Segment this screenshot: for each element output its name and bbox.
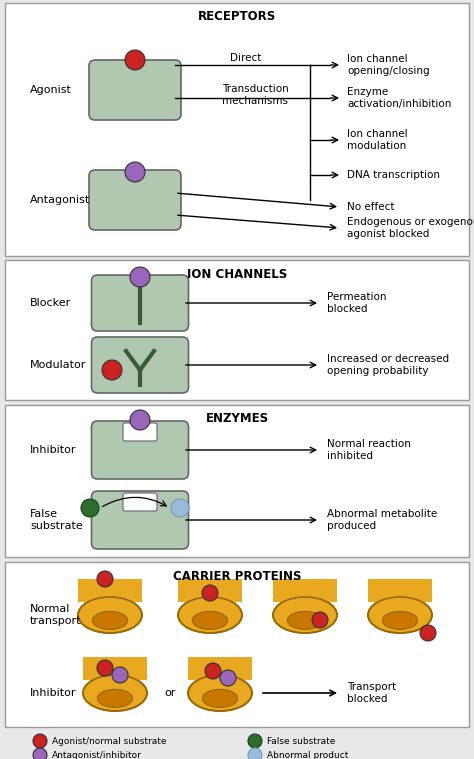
FancyBboxPatch shape bbox=[91, 421, 189, 479]
Text: Antagonist/inhibitor: Antagonist/inhibitor bbox=[52, 751, 142, 759]
Ellipse shape bbox=[273, 597, 337, 633]
Circle shape bbox=[130, 410, 150, 430]
Circle shape bbox=[125, 162, 145, 182]
Text: ENZYMES: ENZYMES bbox=[205, 412, 269, 426]
FancyBboxPatch shape bbox=[123, 493, 157, 511]
FancyBboxPatch shape bbox=[123, 423, 157, 441]
Ellipse shape bbox=[287, 612, 323, 629]
Text: Normal reaction
inhibited: Normal reaction inhibited bbox=[327, 439, 411, 461]
Circle shape bbox=[97, 571, 113, 587]
Text: Abnormal metabolite
produced: Abnormal metabolite produced bbox=[327, 509, 437, 531]
Circle shape bbox=[248, 748, 262, 759]
Bar bbox=[5, 3, 469, 256]
Text: False substrate: False substrate bbox=[267, 736, 336, 745]
FancyBboxPatch shape bbox=[91, 337, 189, 393]
Text: Transport
blocked: Transport blocked bbox=[347, 682, 396, 704]
Text: DNA transcription: DNA transcription bbox=[347, 170, 440, 180]
Text: Ion channel
opening/closing: Ion channel opening/closing bbox=[347, 54, 429, 76]
Bar bbox=[83, 657, 147, 680]
Text: Normal
transport: Normal transport bbox=[30, 604, 82, 626]
Circle shape bbox=[33, 734, 47, 748]
Text: RECEPTORS: RECEPTORS bbox=[198, 11, 276, 24]
Circle shape bbox=[125, 50, 145, 70]
Text: Agonist/normal substrate: Agonist/normal substrate bbox=[52, 736, 166, 745]
Ellipse shape bbox=[383, 612, 418, 629]
Circle shape bbox=[102, 360, 122, 380]
Text: or: or bbox=[164, 688, 176, 698]
Bar bbox=[273, 579, 337, 603]
Circle shape bbox=[202, 585, 218, 601]
Circle shape bbox=[248, 734, 262, 748]
Circle shape bbox=[112, 667, 128, 683]
Circle shape bbox=[171, 499, 189, 517]
Ellipse shape bbox=[83, 675, 147, 711]
Ellipse shape bbox=[202, 689, 237, 707]
Text: Direct: Direct bbox=[230, 53, 261, 63]
Circle shape bbox=[312, 612, 328, 628]
Text: False
substrate: False substrate bbox=[30, 509, 83, 531]
Bar bbox=[5, 405, 469, 557]
Bar bbox=[5, 260, 469, 400]
Text: Increased or decreased
opening probability: Increased or decreased opening probabili… bbox=[327, 354, 449, 376]
Text: Agonist: Agonist bbox=[30, 85, 72, 95]
Ellipse shape bbox=[368, 597, 432, 633]
Ellipse shape bbox=[192, 612, 228, 629]
Text: Modulator: Modulator bbox=[30, 360, 86, 370]
FancyBboxPatch shape bbox=[91, 275, 189, 331]
Text: Endogenous or exogenous
agonist blocked: Endogenous or exogenous agonist blocked bbox=[347, 217, 474, 239]
Circle shape bbox=[420, 625, 436, 641]
Bar bbox=[368, 579, 432, 603]
Ellipse shape bbox=[178, 597, 242, 633]
Ellipse shape bbox=[188, 675, 252, 711]
Ellipse shape bbox=[92, 612, 128, 629]
Ellipse shape bbox=[78, 597, 142, 633]
FancyBboxPatch shape bbox=[89, 60, 181, 120]
Bar bbox=[78, 579, 142, 603]
Text: ION CHANNELS: ION CHANNELS bbox=[187, 267, 287, 281]
Text: Abnormal product: Abnormal product bbox=[267, 751, 348, 759]
Text: Blocker: Blocker bbox=[30, 298, 71, 308]
Circle shape bbox=[220, 670, 236, 686]
Text: Antagonist: Antagonist bbox=[30, 195, 90, 205]
Circle shape bbox=[81, 499, 99, 517]
Text: No effect: No effect bbox=[347, 202, 394, 212]
Text: Enzyme
activation/inhibition: Enzyme activation/inhibition bbox=[347, 87, 451, 109]
Text: CARRIER PROTEINS: CARRIER PROTEINS bbox=[173, 569, 301, 582]
Circle shape bbox=[33, 748, 47, 759]
Text: Inhibitor: Inhibitor bbox=[30, 688, 76, 698]
Circle shape bbox=[205, 663, 221, 679]
Circle shape bbox=[97, 660, 113, 676]
Circle shape bbox=[130, 267, 150, 287]
Text: Ion channel
modulation: Ion channel modulation bbox=[347, 129, 408, 151]
Bar bbox=[188, 657, 252, 680]
FancyBboxPatch shape bbox=[91, 491, 189, 549]
Text: Transduction
mechanisms: Transduction mechanisms bbox=[222, 83, 289, 106]
Ellipse shape bbox=[97, 689, 133, 707]
Text: Inhibitor: Inhibitor bbox=[30, 445, 76, 455]
Bar bbox=[5, 562, 469, 727]
FancyBboxPatch shape bbox=[89, 170, 181, 230]
Bar bbox=[178, 579, 242, 603]
Text: Permeation
blocked: Permeation blocked bbox=[327, 292, 386, 314]
